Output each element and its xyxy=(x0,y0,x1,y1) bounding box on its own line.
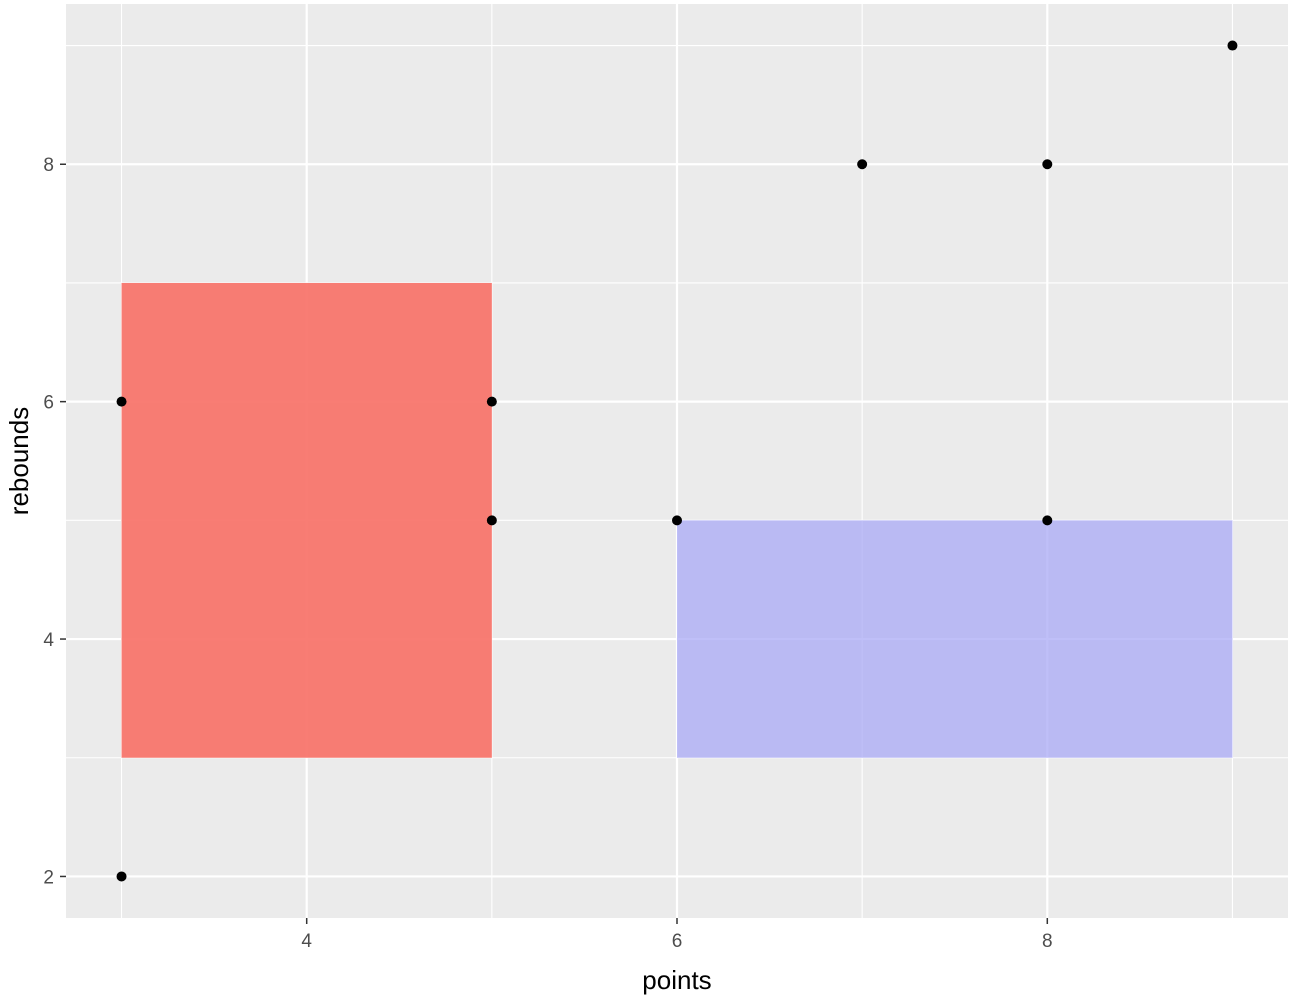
major-gridlines xyxy=(66,4,1288,918)
data-point xyxy=(1042,515,1053,526)
x-tick-label: 6 xyxy=(672,931,683,952)
tick-labels: 4 6 8 2 4 6 8 xyxy=(43,155,1052,952)
y-tick-label: 6 xyxy=(43,393,54,414)
x-axis-title: points xyxy=(642,965,711,995)
y-axis-title: rebounds xyxy=(4,407,34,515)
x-tick-label: 8 xyxy=(1042,931,1053,952)
highlight-rectangles xyxy=(121,282,1233,758)
highlight-rect xyxy=(121,282,492,758)
data-point xyxy=(857,159,868,170)
data-point xyxy=(486,396,497,407)
data-point xyxy=(1227,40,1238,51)
axis-ticks xyxy=(60,163,1049,924)
data-points xyxy=(116,40,1238,882)
data-point xyxy=(116,871,127,882)
y-tick-label: 4 xyxy=(43,630,54,651)
y-tick-label: 2 xyxy=(43,867,54,888)
data-point xyxy=(486,515,497,526)
data-point xyxy=(1042,159,1053,170)
data-point xyxy=(672,515,682,526)
highlight-rect xyxy=(677,520,1233,758)
data-point xyxy=(116,396,127,407)
x-tick-label: 4 xyxy=(301,931,312,952)
y-tick-label: 8 xyxy=(43,155,54,176)
